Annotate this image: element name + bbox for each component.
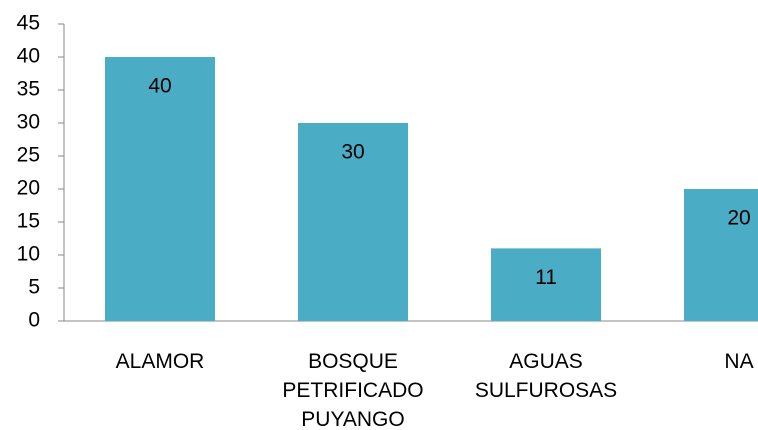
data-label: 30 [341,141,364,164]
y-tick-label: 25 [17,144,40,167]
x-tick-label: ALAMOR [116,350,205,373]
y-tick-label: 40 [17,45,40,68]
data-label: 11 [535,266,557,289]
y-tick-label: 5 [28,276,40,299]
y-tick-label: 45 [17,12,40,35]
y-tick-label: 10 [17,243,40,266]
bar [105,57,215,321]
y-tick-label: 15 [17,210,40,233]
bar [684,189,758,321]
bar [298,123,408,321]
x-tick-label: BOSQUE PETRIFICADO PUYANGO [282,350,423,430]
x-tick-label: NA [724,350,753,373]
y-tick-label: 35 [17,78,40,101]
y-tick-label: 30 [17,111,40,134]
y-tick-label: 0 [28,309,40,332]
data-label: 40 [148,75,171,98]
bar [491,248,601,321]
x-tick-label: AGUAS SULFUROSAS [475,350,617,402]
y-tick-label: 20 [17,177,40,200]
data-label: 20 [727,207,750,230]
